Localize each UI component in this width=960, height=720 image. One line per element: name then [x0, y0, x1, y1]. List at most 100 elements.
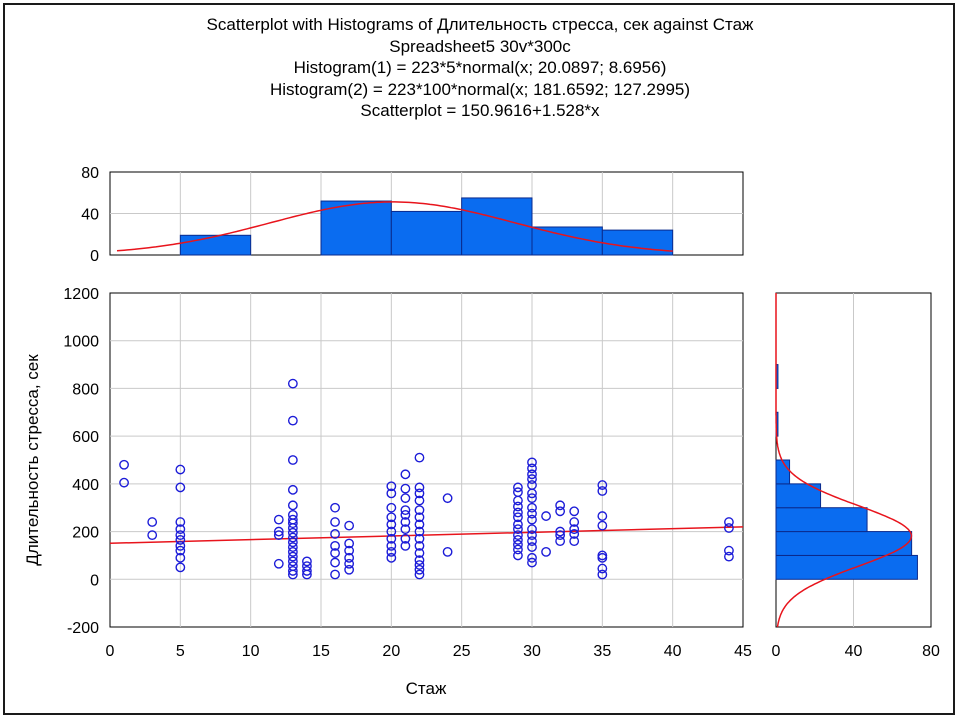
- scatter-point: [513, 512, 523, 523]
- scatter-point: [287, 532, 298, 543]
- scatter-point: [513, 501, 523, 512]
- scatter-point: [287, 518, 298, 529]
- scatter-point: [597, 511, 608, 521]
- scatter-point: [414, 488, 425, 499]
- scatter-point: [541, 511, 551, 521]
- scatter-point: [273, 530, 284, 541]
- scatter-point: [302, 569, 312, 580]
- scatter-point: [175, 552, 186, 563]
- scatter-point: [147, 517, 158, 527]
- scatter-point: [344, 520, 355, 531]
- scatter-point: [344, 564, 355, 575]
- scatter-point: [287, 415, 298, 426]
- scatter-point: [119, 477, 129, 488]
- side-hist-tick-label: 40: [845, 643, 863, 660]
- y-tick-label: 1000: [63, 334, 99, 351]
- scatter-point: [175, 562, 186, 573]
- scatter-point: [175, 517, 186, 527]
- chart-frame: [3, 3, 955, 715]
- scatter-point: [527, 557, 537, 568]
- scatter-point: [287, 566, 298, 576]
- scatter-points: [119, 378, 734, 580]
- scatter-point: [386, 526, 397, 537]
- scatter-point: [414, 519, 425, 530]
- scatter-point: [569, 517, 580, 527]
- scatter-point: [175, 482, 186, 493]
- side-hist-bar: [775, 459, 791, 485]
- side-hist-bar: [775, 531, 913, 556]
- side-hist-bar: [775, 507, 868, 533]
- scatter-point: [527, 469, 537, 480]
- top-histogram-bars: [179, 197, 674, 256]
- scatter-point: [527, 488, 537, 499]
- scatter-point: [527, 552, 537, 563]
- scatter-point: [724, 523, 734, 533]
- scatter-point: [273, 558, 284, 569]
- top-hist-bar: [320, 200, 392, 256]
- side-normal-curve: [775, 293, 913, 628]
- scatter-point: [400, 540, 411, 551]
- scatter-point: [414, 533, 425, 544]
- scatter-point: [175, 464, 186, 475]
- scatter-point: [287, 527, 298, 538]
- side-histogram-bars: [775, 364, 918, 580]
- legend-line-histogram-2: Histogram(2) = 223*100*normal(x; 181.659…: [269, 79, 691, 99]
- y-tick-label: 600: [72, 429, 99, 446]
- scatter-point: [400, 524, 411, 535]
- scatter-point: [287, 542, 298, 552]
- scatter-point: [330, 529, 340, 539]
- scatter-point: [175, 540, 186, 551]
- scatter-point: [513, 507, 523, 518]
- scatter-point: [414, 560, 425, 570]
- scatter-point: [414, 512, 425, 523]
- scatter-point: [386, 540, 397, 551]
- scatter-point: [414, 548, 425, 558]
- scatter-point: [414, 482, 425, 493]
- scatter-point: [400, 483, 411, 494]
- scatter-point: [175, 535, 186, 545]
- scatter-point: [175, 530, 186, 541]
- scatter-point: [287, 537, 298, 548]
- scatter-point: [287, 546, 298, 557]
- scatter-point: [527, 530, 537, 541]
- scatter-point: [569, 529, 580, 539]
- scatter-point: [724, 517, 734, 527]
- top-hist-bar: [179, 234, 252, 256]
- scatter-point: [414, 564, 425, 575]
- top-hist-bar: [390, 210, 463, 256]
- top-hist-bar: [461, 197, 533, 256]
- legend-line-histogram-1: Histogram(1) = 223*5*normal(x; 20.0897; …: [293, 58, 667, 77]
- scatter-point: [527, 474, 537, 484]
- scatter-point: [414, 526, 425, 537]
- scatter-point: [330, 502, 340, 513]
- scatter-point: [414, 452, 425, 463]
- side-hist-tick-label: 80: [922, 643, 940, 660]
- scatter-point: [597, 480, 608, 490]
- scatter-point: [175, 524, 186, 535]
- scatter-point: [400, 505, 411, 515]
- scatter-point: [330, 569, 340, 580]
- scatter-point: [527, 514, 537, 525]
- scatter-point: [344, 545, 355, 556]
- scatter-point: [400, 517, 411, 527]
- scatter-point: [400, 493, 411, 504]
- scatter-point: [513, 519, 523, 530]
- scatter-point: [386, 512, 397, 523]
- x-tick-label: 40: [664, 643, 682, 660]
- scatter-point: [386, 552, 397, 563]
- scatter-point: [414, 569, 425, 580]
- scatter-point: [386, 546, 397, 557]
- scatter-point: [414, 555, 425, 566]
- scatter-point: [119, 459, 129, 470]
- y-tick-label: 800: [72, 381, 99, 398]
- scatter-point: [273, 514, 284, 525]
- scatter-point: [287, 484, 298, 495]
- scatter-point: [386, 481, 397, 492]
- scatter-point: [400, 509, 411, 520]
- scatter-plot-area: [109, 292, 744, 628]
- scatter-point: [302, 556, 312, 567]
- scatter-point: [527, 524, 537, 535]
- scatter-point: [724, 545, 734, 556]
- x-tick-label: 20: [382, 643, 400, 660]
- scatter-point: [597, 486, 608, 496]
